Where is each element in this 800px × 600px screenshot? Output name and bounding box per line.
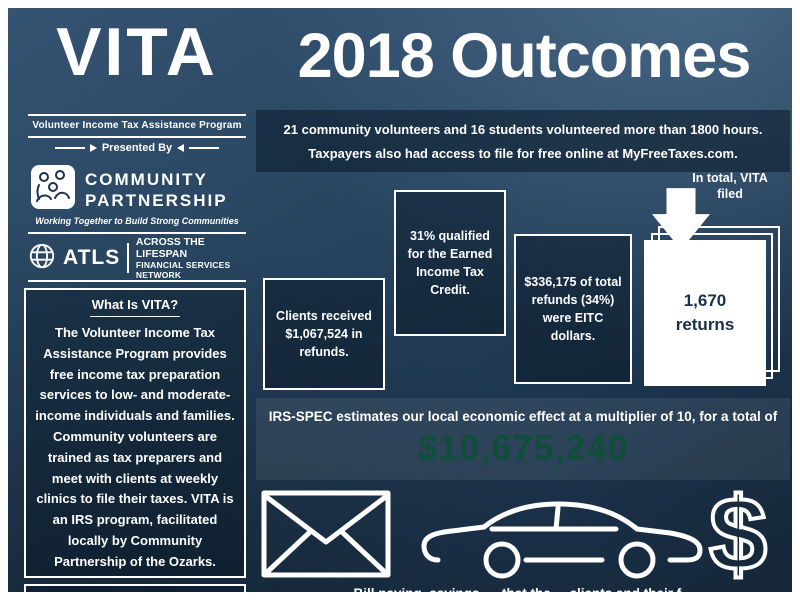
intro-line1: 21 community volunteers and 16 students … <box>283 121 763 137</box>
atls-network-name: ACROSS THE LIFESPAN FINANCIAL SERVICES N… <box>136 236 250 280</box>
what-is-vita-title: What Is VITA? <box>91 297 179 312</box>
logo-word-partnership: PARTNERSHIP <box>85 190 228 210</box>
arrow-left-icon <box>177 144 185 152</box>
economic-effect-text: IRS-SPEC estimates our local economic ef… <box>268 409 778 424</box>
community-partnership-logo-icon <box>30 164 76 215</box>
community-partnership-wordmark: COMMUNITY PARTNERSHIP <box>85 169 228 211</box>
returns-label: returns <box>675 315 735 334</box>
envelope-icon <box>260 488 392 580</box>
stat-eitc-dollars-box: $336,175 of total refunds (34%) were EIT… <box>514 234 632 384</box>
in-total-vita-filed-label: In total, VITA filed <box>692 171 768 202</box>
what-is-vita-body: The Volunteer Income Tax Assistance Prog… <box>35 325 235 569</box>
dollar-sign-icon: $ <box>707 475 769 592</box>
economic-effect-total: $10,675,240 <box>417 427 629 468</box>
car-icon <box>416 486 708 588</box>
divider <box>28 232 246 234</box>
down-arrow-icon <box>652 188 710 250</box>
bottom-left-box-partial <box>24 584 246 592</box>
poster-background: VITA Volunteer Income Tax Assistance Pro… <box>8 8 792 592</box>
returns-filed-stack: 1,670 returns <box>644 226 780 386</box>
atls-abbr: ATLS <box>63 246 121 269</box>
decorative-line <box>54 147 85 149</box>
decorative-line <box>189 147 220 149</box>
divider <box>28 114 246 116</box>
intro-stats-box: 21 community volunteers and 16 students … <box>256 110 790 172</box>
atls-logo-row: ATLS ACROSS THE LIFESPAN FINANCIAL SERVI… <box>28 236 250 280</box>
what-is-vita-box: What Is VITA? The Volunteer Income Tax A… <box>24 288 246 578</box>
atls-line2: FINANCIAL SERVICES NETWORK <box>135 260 231 280</box>
divider <box>28 136 246 138</box>
program-subtitle: Volunteer Income Tax Assistance Program <box>32 120 242 131</box>
presented-by-label: Presented By <box>101 142 173 154</box>
logo-word-community: COMMUNITY <box>85 169 208 189</box>
logo-tagline: Working Together to Build Strong Communi… <box>35 216 239 226</box>
page-title: 2018 Outcomes <box>297 21 752 91</box>
divider <box>90 316 180 317</box>
stat-eitc-qualified-box: 31% qualified for the Earned Income Tax … <box>394 190 506 336</box>
arrow-right-icon <box>89 144 97 152</box>
returns-filed-card: 1,670 returns <box>644 240 766 386</box>
intro-line2: Taxpayers also had access to file for fr… <box>308 145 738 161</box>
atls-line1: ACROSS THE LIFESPAN <box>135 236 205 260</box>
divider <box>28 280 246 282</box>
economic-effect-box: IRS-SPEC estimates our local economic ef… <box>256 398 790 480</box>
globe-icon <box>28 242 56 275</box>
vita-program-title: VITA <box>56 14 218 90</box>
divider <box>127 243 129 273</box>
returns-count: 1,670 <box>683 291 727 310</box>
svg-text:$: $ <box>709 480 767 588</box>
presented-by-row: Presented By <box>24 142 250 154</box>
footer-caption-partial: Bill paying, savings, ... that the ... c… <box>256 586 790 592</box>
community-partnership-logo-row: COMMUNITY PARTNERSHIP <box>30 164 246 215</box>
stat-refunds-box: Clients received $1,067,524 in refunds. <box>263 278 385 390</box>
